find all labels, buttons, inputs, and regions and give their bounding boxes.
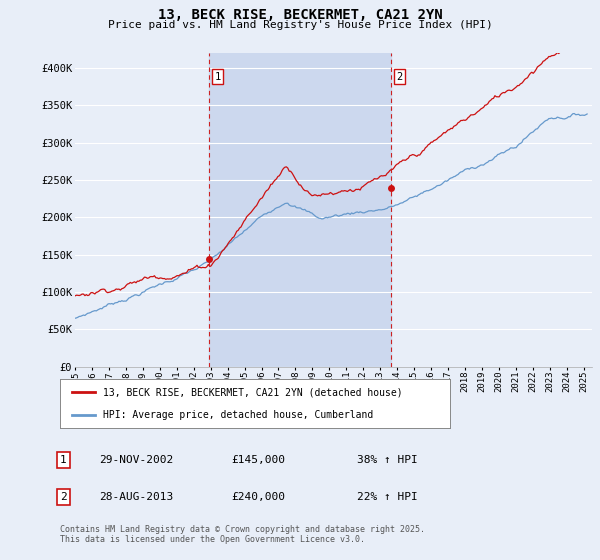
Text: 38% ↑ HPI: 38% ↑ HPI: [357, 455, 418, 465]
Point: [386, 183, 396, 192]
Point: [205, 254, 214, 263]
Text: 22% ↑ HPI: 22% ↑ HPI: [357, 492, 418, 502]
Text: 1: 1: [214, 72, 220, 82]
Text: 2: 2: [397, 72, 403, 82]
Text: 29-NOV-2002: 29-NOV-2002: [99, 455, 173, 465]
Text: Contains HM Land Registry data © Crown copyright and database right 2025.
This d: Contains HM Land Registry data © Crown c…: [60, 525, 425, 544]
Text: 2: 2: [60, 492, 67, 502]
Text: £240,000: £240,000: [231, 492, 285, 502]
Text: Price paid vs. HM Land Registry's House Price Index (HPI): Price paid vs. HM Land Registry's House …: [107, 20, 493, 30]
Bar: [209, 53, 391, 367]
Text: £145,000: £145,000: [231, 455, 285, 465]
Text: 1: 1: [60, 455, 67, 465]
Text: 13, BECK RISE, BECKERMET, CA21 2YN: 13, BECK RISE, BECKERMET, CA21 2YN: [158, 8, 442, 22]
Text: HPI: Average price, detached house, Cumberland: HPI: Average price, detached house, Cumb…: [103, 410, 373, 420]
Text: 28-AUG-2013: 28-AUG-2013: [99, 492, 173, 502]
Text: 13, BECK RISE, BECKERMET, CA21 2YN (detached house): 13, BECK RISE, BECKERMET, CA21 2YN (deta…: [103, 388, 403, 398]
